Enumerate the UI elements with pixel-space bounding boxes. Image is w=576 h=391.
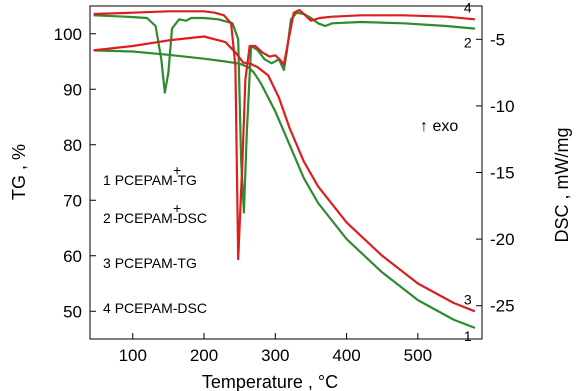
- legend: 1 PCEPAM-TG + 2 PCEPAM-DSC + 3 PCEPAM-TG…: [103, 162, 207, 316]
- legend-label-2: 2 PCEPAM-DSC: [103, 210, 207, 226]
- legend-mark-2: +: [173, 200, 181, 216]
- y-axis-right-title: DSC , mW/mg: [552, 128, 572, 243]
- y-left-tick-label: 60: [63, 247, 82, 266]
- y-left-tick-label: 80: [63, 136, 82, 155]
- x-tick-label: 500: [404, 346, 432, 365]
- series-end-label-2: 2: [464, 35, 472, 51]
- legend-entry-4: 4 PCEPAM-DSC: [103, 300, 207, 316]
- x-tick-label: 400: [332, 346, 360, 365]
- y-left-tick-label: 50: [63, 302, 82, 321]
- legend-label-1: 1 PCEPAM-TG: [103, 172, 197, 188]
- y-left-tick-label: 70: [63, 191, 82, 210]
- y-right-tick-label: -10: [490, 97, 515, 116]
- y-left-tick-label: 90: [63, 80, 82, 99]
- y-left-tick-label: 100: [54, 25, 82, 44]
- series-end-label-1: 1: [464, 328, 472, 344]
- series-line-3: [93, 35, 476, 313]
- legend-entry-2: 2 PCEPAM-DSC +: [103, 200, 207, 226]
- y-right-tick-label: -15: [490, 164, 515, 183]
- y-right-tick-label: -25: [490, 297, 515, 316]
- legend-label-4: 4 PCEPAM-DSC: [103, 300, 207, 316]
- legend-entry-3: 3 PCEPAM-TG: [103, 255, 197, 271]
- x-tick-label: 200: [190, 346, 218, 365]
- y-right-tick-label: -5: [490, 30, 505, 49]
- series-end-label-4: 4: [464, 0, 472, 15]
- annotation-exo: ↑ exo: [420, 118, 458, 135]
- x-tick-label: 100: [119, 346, 147, 365]
- legend-entry-1: 1 PCEPAM-TG +: [103, 162, 197, 188]
- y-axis-left-title: TG , %: [9, 144, 29, 200]
- legend-label-3: 3 PCEPAM-TG: [103, 255, 197, 271]
- series-line-4: [93, 8, 475, 261]
- y-right-tick-label: -20: [490, 230, 515, 249]
- series-end-label-3: 3: [464, 291, 472, 307]
- series-line-1: [93, 49, 476, 329]
- series-line-2: [93, 11, 475, 214]
- legend-mark-1: +: [173, 162, 181, 178]
- x-tick-label: 300: [261, 346, 289, 365]
- x-axis-title: Temperature , °C: [202, 372, 338, 391]
